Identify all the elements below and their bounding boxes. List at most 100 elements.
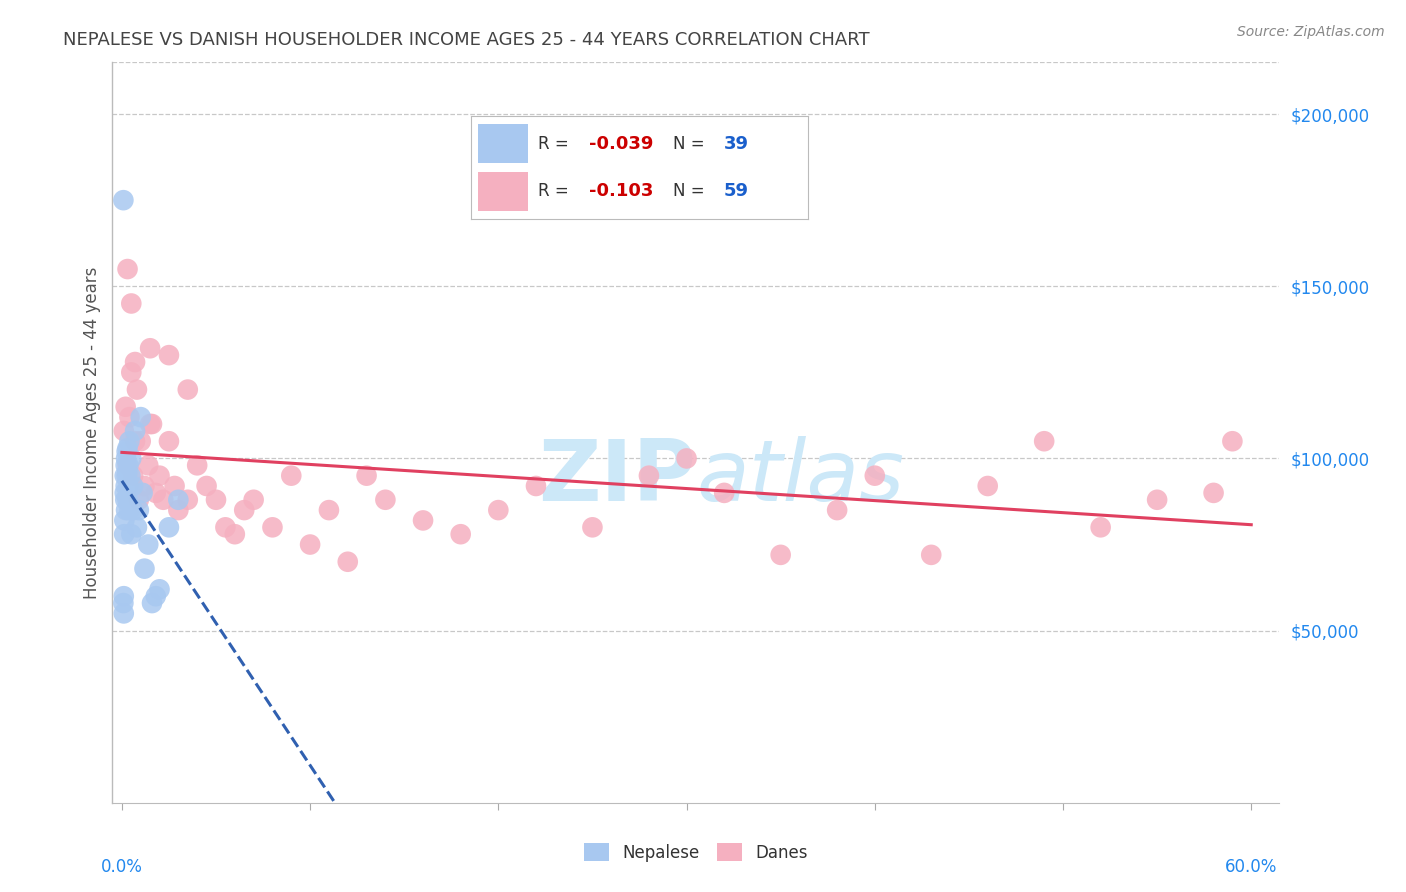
- FancyBboxPatch shape: [478, 124, 529, 163]
- Point: [112, 589, 135, 603]
- Point: [1202, 486, 1225, 500]
- Point: [486, 503, 509, 517]
- Text: 0.0%: 0.0%: [101, 858, 143, 876]
- Point: [1090, 520, 1112, 534]
- Point: [112, 193, 135, 207]
- Point: [118, 503, 141, 517]
- Point: [1033, 434, 1056, 449]
- Point: [412, 513, 434, 527]
- Point: [120, 468, 142, 483]
- Point: [152, 492, 174, 507]
- Point: [115, 451, 138, 466]
- Point: [114, 458, 136, 473]
- Point: [157, 348, 180, 362]
- Point: [141, 417, 163, 431]
- Point: [117, 479, 139, 493]
- Point: [112, 596, 135, 610]
- Point: [167, 492, 190, 507]
- Point: [374, 492, 396, 507]
- Point: [125, 520, 148, 534]
- Point: [134, 479, 156, 493]
- Point: [120, 365, 142, 379]
- Y-axis label: Householder Income Ages 25 - 44 years: Householder Income Ages 25 - 44 years: [83, 267, 101, 599]
- Point: [115, 468, 138, 483]
- Point: [450, 527, 472, 541]
- Point: [112, 527, 135, 541]
- Point: [117, 465, 139, 479]
- Text: 60.0%: 60.0%: [1225, 858, 1278, 876]
- Point: [299, 537, 322, 551]
- Point: [195, 479, 218, 493]
- Point: [205, 492, 228, 507]
- Text: atlas: atlas: [696, 435, 904, 518]
- Text: NEPALESE VS DANISH HOUSEHOLDER INCOME AGES 25 - 44 YEARS CORRELATION CHART: NEPALESE VS DANISH HOUSEHOLDER INCOME AG…: [63, 31, 870, 49]
- Point: [581, 520, 603, 534]
- Text: R =: R =: [538, 182, 575, 200]
- Point: [117, 492, 139, 507]
- Point: [124, 424, 146, 438]
- Point: [128, 492, 150, 507]
- Text: R =: R =: [538, 135, 575, 153]
- Point: [136, 458, 159, 473]
- Point: [977, 479, 1000, 493]
- Point: [280, 468, 302, 483]
- Point: [114, 479, 136, 493]
- Point: [136, 537, 159, 551]
- Point: [145, 589, 167, 603]
- Point: [124, 434, 146, 449]
- Point: [122, 479, 145, 493]
- Point: [863, 468, 886, 483]
- Point: [177, 492, 200, 507]
- Point: [139, 417, 162, 431]
- Text: N =: N =: [673, 182, 710, 200]
- Point: [145, 486, 167, 500]
- Point: [713, 486, 735, 500]
- Point: [262, 520, 284, 534]
- Point: [524, 479, 547, 493]
- Point: [120, 527, 142, 541]
- Point: [114, 486, 136, 500]
- Point: [920, 548, 942, 562]
- Point: [163, 479, 186, 493]
- Point: [1146, 492, 1168, 507]
- FancyBboxPatch shape: [478, 172, 529, 211]
- Point: [117, 441, 139, 455]
- Point: [214, 520, 236, 534]
- Point: [318, 503, 340, 517]
- Point: [233, 503, 256, 517]
- Point: [114, 492, 136, 507]
- Point: [124, 355, 146, 369]
- Point: [157, 520, 180, 534]
- Point: [141, 596, 163, 610]
- Legend: Nepalese, Danes: Nepalese, Danes: [578, 837, 814, 869]
- Point: [118, 434, 141, 449]
- Point: [129, 410, 152, 425]
- Point: [148, 468, 170, 483]
- Text: 59: 59: [724, 182, 749, 200]
- Point: [125, 383, 148, 397]
- Point: [112, 424, 135, 438]
- Text: Source: ZipAtlas.com: Source: ZipAtlas.com: [1237, 25, 1385, 39]
- Point: [115, 444, 138, 458]
- Point: [120, 451, 142, 466]
- Point: [224, 527, 246, 541]
- Point: [122, 503, 145, 517]
- Text: N =: N =: [673, 135, 710, 153]
- Point: [114, 468, 136, 483]
- Point: [336, 555, 359, 569]
- Point: [114, 400, 136, 414]
- Point: [117, 262, 139, 277]
- Point: [356, 468, 378, 483]
- Point: [242, 492, 264, 507]
- Text: -0.039: -0.039: [589, 135, 654, 153]
- Point: [177, 383, 200, 397]
- Point: [167, 503, 190, 517]
- Point: [825, 503, 848, 517]
- Point: [112, 607, 135, 621]
- Text: 39: 39: [724, 135, 749, 153]
- Point: [115, 503, 138, 517]
- Point: [148, 582, 170, 597]
- Point: [769, 548, 792, 562]
- Point: [128, 503, 150, 517]
- Point: [675, 451, 697, 466]
